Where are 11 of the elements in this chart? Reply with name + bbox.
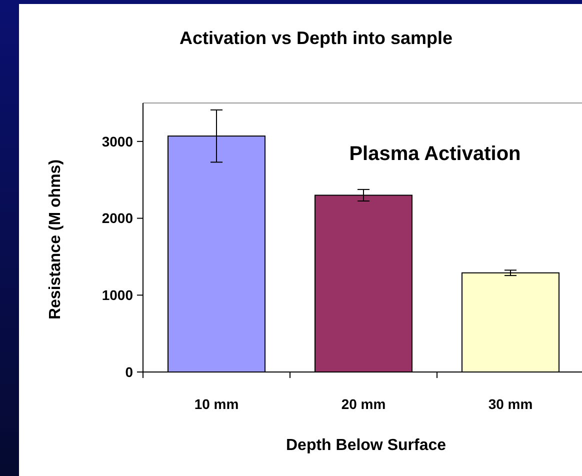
y-tick-label: 2000: [102, 210, 134, 226]
x-tick-label: 20 mm: [341, 396, 386, 412]
y-tick-label: 0: [125, 364, 134, 380]
y-tick-label: 1000: [102, 287, 134, 304]
chart-title: Activation vs Depth into sample: [179, 28, 453, 48]
x-axis-title: Depth Below Surface: [286, 437, 446, 454]
x-tick-label: 10 mm: [194, 396, 239, 412]
y-tick-label: 3000: [102, 133, 134, 150]
y-axis-title: Resistance (M ohms): [47, 159, 64, 320]
annotation: Plasma Activation: [349, 143, 521, 165]
x-tick-label: 30 mm: [488, 396, 533, 412]
